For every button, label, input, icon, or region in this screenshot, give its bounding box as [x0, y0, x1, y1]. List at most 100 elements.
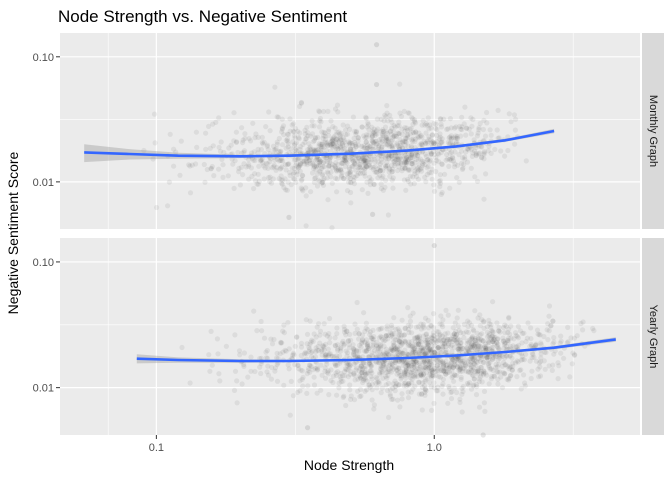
data-point	[361, 160, 368, 166]
data-point	[382, 138, 388, 144]
data-point	[419, 380, 425, 386]
data-point	[399, 340, 405, 346]
data-point	[384, 323, 390, 329]
data-point	[394, 371, 400, 377]
data-point	[439, 161, 445, 168]
data-point	[251, 308, 257, 314]
data-point	[472, 341, 478, 347]
data-point	[354, 158, 360, 164]
data-point	[474, 369, 480, 375]
data-point	[321, 321, 327, 327]
data-point	[417, 351, 423, 357]
data-point	[347, 170, 353, 176]
data-point	[408, 143, 414, 149]
data-point	[457, 357, 464, 363]
data-point	[236, 169, 242, 175]
data-point	[383, 362, 390, 368]
data-point	[400, 139, 406, 146]
data-point	[292, 141, 298, 147]
data-point	[458, 343, 464, 349]
data-point	[462, 156, 468, 162]
data-point	[300, 383, 306, 389]
data-point	[452, 357, 458, 364]
data-point	[496, 361, 502, 367]
data-point	[318, 119, 324, 125]
data-point	[401, 108, 407, 114]
data-point	[324, 169, 330, 175]
data-point	[298, 340, 305, 346]
data-point	[359, 332, 366, 338]
data-point	[458, 340, 464, 346]
data-point	[325, 371, 331, 377]
data-point	[354, 354, 361, 360]
data-point	[189, 162, 195, 168]
data-point	[365, 120, 371, 126]
data-point	[377, 366, 384, 372]
data-point	[322, 331, 328, 337]
data-point	[374, 131, 380, 137]
data-point	[304, 160, 310, 166]
data-point	[399, 131, 405, 138]
data-point	[374, 376, 380, 382]
data-point	[405, 395, 412, 401]
data-point	[334, 176, 340, 182]
data-point	[437, 116, 443, 122]
data-point	[409, 344, 415, 350]
data-point	[399, 341, 405, 347]
data-point	[384, 142, 390, 148]
data-point	[470, 383, 476, 389]
data-point	[437, 131, 443, 137]
data-point	[390, 381, 396, 387]
data-point	[403, 367, 409, 373]
data-point	[317, 159, 323, 165]
data-point	[545, 321, 551, 327]
data-point	[463, 132, 469, 138]
data-point	[263, 349, 269, 355]
data-point	[401, 380, 407, 387]
data-point	[424, 171, 430, 178]
data-point	[481, 319, 487, 325]
data-point	[338, 172, 344, 178]
data-point	[290, 171, 296, 177]
data-point	[264, 355, 271, 361]
data-point	[513, 333, 519, 339]
data-point	[320, 182, 327, 188]
data-point	[370, 344, 376, 350]
data-point	[297, 168, 303, 174]
data-point	[464, 345, 470, 351]
data-point	[437, 364, 443, 370]
data-point	[400, 350, 406, 356]
data-point	[449, 149, 455, 155]
data-point	[272, 84, 278, 90]
data-point	[405, 343, 411, 349]
data-point	[457, 396, 463, 402]
data-point	[517, 367, 523, 373]
data-point	[409, 376, 415, 382]
data-point	[384, 162, 390, 169]
data-point	[348, 200, 354, 206]
data-point	[261, 176, 267, 182]
data-point	[446, 365, 452, 371]
data-point	[307, 346, 313, 352]
data-point	[382, 112, 388, 118]
data-point	[460, 358, 466, 364]
data-point	[507, 353, 513, 359]
data-point	[408, 369, 414, 375]
data-point	[350, 114, 356, 120]
data-point	[340, 146, 346, 152]
data-point	[421, 357, 427, 364]
data-point	[286, 161, 292, 167]
data-point	[551, 339, 557, 345]
data-point	[416, 130, 422, 136]
data-point	[352, 128, 358, 134]
data-point	[398, 160, 404, 166]
data-point	[413, 129, 419, 135]
data-point	[440, 317, 446, 323]
data-point	[489, 338, 495, 345]
data-point	[464, 125, 470, 131]
data-point	[253, 131, 259, 137]
data-point	[482, 344, 488, 350]
data-point	[359, 155, 365, 162]
data-point	[330, 353, 336, 359]
